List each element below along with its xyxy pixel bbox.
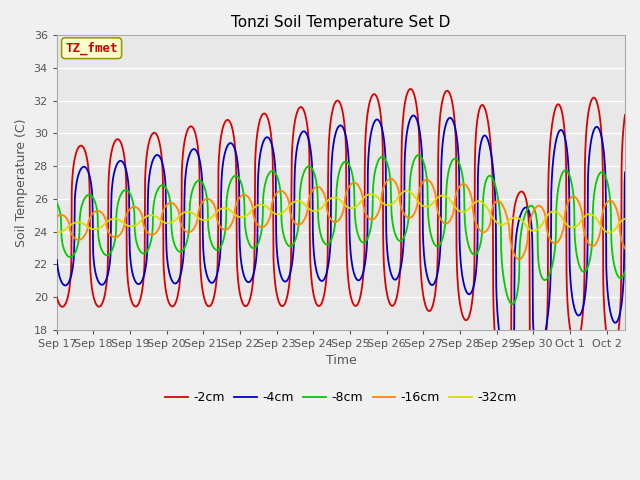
-4cm — [621, 169, 629, 175]
-32cm — [53, 229, 61, 235]
Line: -16cm: -16cm — [57, 179, 625, 259]
-8cm — [155, 185, 163, 191]
-16cm — [53, 214, 61, 219]
-32cm — [621, 216, 629, 222]
-4cm — [504, 370, 512, 375]
-2cm — [547, 136, 554, 142]
-2cm — [269, 148, 276, 154]
-16cm — [547, 237, 554, 243]
Text: TZ_fmet: TZ_fmet — [65, 42, 118, 55]
-8cm — [621, 269, 629, 275]
-2cm — [621, 112, 629, 118]
-8cm — [217, 244, 225, 250]
-2cm — [502, 394, 509, 400]
Y-axis label: Soil Temperature (C): Soil Temperature (C) — [15, 118, 28, 247]
-4cm — [547, 276, 554, 282]
-2cm — [53, 294, 61, 300]
-2cm — [483, 114, 491, 120]
-32cm — [605, 230, 613, 236]
-4cm — [269, 144, 276, 149]
-8cm — [508, 301, 516, 307]
-4cm — [53, 257, 61, 263]
-2cm — [166, 301, 173, 307]
Title: Tonzi Soil Temperature Set D: Tonzi Soil Temperature Set D — [231, 15, 451, 30]
-16cm — [217, 224, 225, 230]
-4cm — [166, 271, 173, 276]
-8cm — [483, 175, 491, 181]
-16cm — [269, 200, 276, 205]
-2cm — [155, 137, 163, 143]
-16cm — [387, 176, 395, 181]
-16cm — [166, 200, 173, 206]
Line: -32cm: -32cm — [57, 191, 625, 233]
-4cm — [410, 113, 417, 119]
Legend: -2cm, -4cm, -8cm, -16cm, -32cm: -2cm, -4cm, -8cm, -16cm, -32cm — [161, 386, 522, 409]
Line: -8cm: -8cm — [57, 155, 625, 304]
X-axis label: Time: Time — [326, 354, 356, 367]
-32cm — [155, 216, 163, 221]
-4cm — [483, 135, 491, 141]
-16cm — [155, 226, 163, 231]
-2cm — [217, 135, 225, 141]
-8cm — [547, 269, 554, 275]
-8cm — [166, 195, 173, 201]
-32cm — [217, 206, 225, 212]
-32cm — [269, 209, 276, 215]
-16cm — [483, 228, 491, 233]
Line: -4cm: -4cm — [57, 116, 625, 372]
-8cm — [415, 152, 422, 158]
-16cm — [621, 246, 629, 252]
-8cm — [53, 200, 61, 206]
Line: -2cm: -2cm — [57, 89, 625, 397]
-32cm — [547, 210, 554, 216]
-32cm — [166, 220, 173, 226]
-2cm — [407, 86, 415, 92]
-4cm — [217, 240, 225, 246]
-32cm — [483, 204, 491, 210]
-8cm — [269, 168, 276, 174]
-16cm — [515, 256, 523, 262]
-4cm — [155, 153, 163, 158]
-32cm — [402, 188, 410, 194]
